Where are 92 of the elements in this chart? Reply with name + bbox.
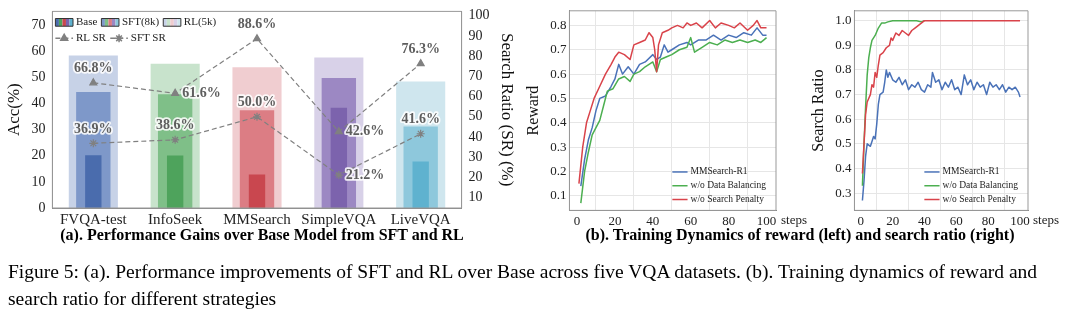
x-tick-label: SimpleVQA (301, 210, 377, 227)
legend-label: Base (76, 15, 98, 28)
legend-label: MMSearch-R1 (690, 166, 748, 177)
data-label: 66.8% (74, 60, 113, 76)
y-tick-label: 0.9 (835, 36, 852, 52)
y-tick-label: 0.4 (835, 159, 852, 175)
y-tick-label: 0.2 (550, 162, 567, 178)
y2-tick-label: 50 (468, 108, 483, 124)
x-tick-label: 60 (949, 212, 963, 228)
x-tick-label: InfoSeek (148, 210, 203, 227)
x-tick-label: 100 (1010, 212, 1030, 228)
legend-label: SFT SR (130, 31, 167, 44)
y-tick-label: 40 (31, 95, 46, 111)
y-tick-label: 0.7 (550, 41, 567, 57)
x-tick-label: 100 (756, 212, 777, 228)
text: (a). Performance Gains over Base Model from SFT and RL (60, 226, 464, 244)
legend-label: RL(5k) (183, 15, 217, 29)
y-tick-label: 70 (31, 16, 46, 32)
y-tick-label: 60 (31, 42, 46, 58)
bar (85, 155, 102, 208)
y-axis-title: Search Ratio (808, 69, 826, 152)
legend-label: w/o Data Balancing (942, 180, 1019, 191)
data-label: 88.6% (237, 16, 277, 32)
legend-label: RL SR (76, 31, 107, 44)
y2-tick-label: 60 (468, 88, 483, 104)
data-label: 61.6% (182, 84, 221, 100)
y-tick-label: 0.6 (550, 65, 567, 81)
y2-tick-label: 80 (468, 47, 483, 63)
y-tick-label: 0.8 (550, 16, 567, 32)
data-label: 76.3% (401, 41, 440, 57)
x-tick-label: 0 (573, 212, 581, 228)
y2-tick-label: 70 (468, 68, 483, 83)
x-axis-title: steps (1033, 212, 1059, 228)
x-tick-label: 40 (646, 212, 660, 228)
y-tick-label: 20 (31, 147, 46, 163)
y2-tick-label: 30 (468, 148, 483, 164)
point (334, 170, 344, 180)
point (88, 138, 98, 148)
y-axis-title: Reward (523, 85, 541, 136)
y-tick-label: 0.7 (835, 86, 852, 101)
point (170, 135, 180, 145)
point (416, 129, 426, 139)
y2-tick-label: 20 (468, 169, 483, 185)
y-tick-label: 1.0 (835, 12, 852, 28)
y-tick-label: 0.5 (835, 135, 852, 151)
y2-axis-title: Search Ratio (SR) (%) (498, 32, 518, 187)
data-label: 41.6% (401, 111, 440, 127)
legend-label: MMSearch-R1 (942, 166, 1000, 177)
y2-tick-label: 10 (468, 189, 483, 205)
x-tick-label: MMSearch (223, 210, 292, 227)
x-tick-label: 80 (981, 212, 995, 228)
x-tick-label: FVQA-test (59, 210, 128, 227)
x-tick-label: 20 (886, 212, 900, 228)
x-axis-title: steps (781, 212, 807, 228)
y-tick-label: 0.4 (550, 114, 567, 130)
y-tick-label: 0 (38, 199, 46, 215)
point (252, 112, 262, 122)
bar (248, 174, 266, 208)
bar (166, 155, 184, 208)
legend-label: SFT(8k) (121, 15, 160, 29)
y-tick-label: 30 (31, 121, 46, 137)
bar (412, 161, 429, 208)
point (252, 34, 262, 42)
y-tick-label: 0.1 (550, 187, 567, 203)
data-label: 50.0% (237, 94, 277, 110)
y-tick-label: 10 (31, 173, 46, 189)
x-tick-label: LiveVQA (390, 210, 451, 227)
y2-tick-label: 100 (468, 7, 490, 23)
legend-label: w/o Search Penalty (690, 194, 765, 205)
x-tick-label: 80 (722, 212, 736, 228)
y-axis-title: Acc(%) (3, 83, 23, 137)
legend-label: w/o Search Penalty (942, 194, 1017, 205)
y-tick-label: 0.6 (835, 110, 852, 126)
x-tick-label: 0 (857, 212, 865, 228)
caption: Figure 5: (a). Performance improvements of SFT and RL over Base across five VQA datasets. (b). Training dynamics of reward and search ratio for different strategies (8, 260, 1039, 311)
y-tick-label: 50 (31, 68, 46, 84)
y2-tick-label: 40 (468, 128, 483, 144)
legend-label: w/o Data Balancing (690, 180, 767, 191)
x-tick-label: 20 (608, 212, 622, 228)
y2-tick-label: 90 (468, 27, 483, 43)
point (89, 78, 98, 86)
point (416, 58, 425, 67)
point (171, 88, 180, 96)
y-tick-label: 0.3 (835, 184, 852, 200)
bar (330, 107, 348, 208)
text: (b). Training Dynamics of reward (left) and search ratio (right) (585, 226, 1015, 244)
y-tick-label: 0.8 (835, 61, 852, 77)
x-tick-label: 60 (684, 212, 698, 228)
y-tick-label: 0.5 (550, 89, 567, 105)
y-tick-label: 0.3 (550, 138, 567, 154)
point (334, 127, 343, 135)
x-tick-label: 40 (918, 212, 932, 228)
